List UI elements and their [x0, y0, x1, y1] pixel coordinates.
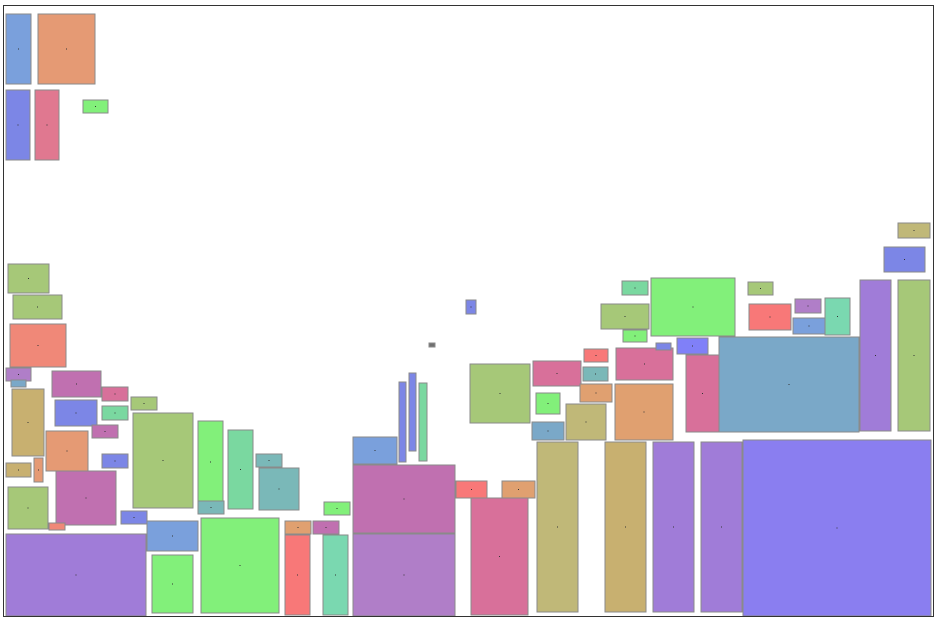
rect-center-dot-33 [172, 583, 173, 585]
rect-center-dot-13 [75, 412, 77, 414]
rect-center-dot-2 [17, 124, 19, 126]
rect-center-dot-64 [624, 316, 626, 317]
rect-center-dot-29 [278, 488, 280, 490]
rect-center-dot-7 [37, 345, 39, 346]
rect-center-dot-1 [66, 48, 67, 50]
rect-center-dot-71 [692, 345, 693, 347]
rect-center-dot-77 [808, 325, 810, 327]
rect-center-dot-28 [268, 460, 270, 461]
rect-center-dot-20 [114, 460, 116, 462]
rect-center-dot-5 [28, 278, 29, 279]
rect-center-dot-30 [210, 507, 212, 508]
packed-rect-9 [10, 379, 27, 388]
rect-center-dot-73 [788, 384, 790, 385]
rect-center-dot-51 [499, 393, 501, 394]
rect-center-dot-24 [133, 517, 135, 518]
rect-center-dot-62 [721, 526, 722, 528]
rect-center-dot-39 [335, 574, 336, 576]
rect-center-dot-49 [518, 489, 519, 490]
rect-center-dot-45 [403, 574, 405, 576]
rect-center-dot-55 [585, 421, 587, 423]
rect-center-dot-40 [374, 450, 376, 451]
rect-center-dot-32 [172, 535, 173, 537]
rect-center-dot-58 [595, 392, 597, 394]
rect-center-dot-74 [760, 288, 761, 289]
rect-center-dot-12 [143, 403, 145, 404]
rect-center-dot-19 [38, 469, 39, 471]
rect-center-dot-25 [162, 460, 164, 461]
packed-rect-41 [398, 381, 407, 463]
packed-rect-23 [48, 522, 66, 531]
rect-center-dot-54 [547, 430, 549, 432]
rect-center-dot-17 [66, 450, 68, 452]
rect-center-dot-70 [692, 306, 694, 308]
rect-center-dot-27 [240, 469, 241, 470]
rect-center-dot-38 [297, 574, 298, 576]
rect-center-dot-10 [76, 383, 77, 385]
rect-center-dot-65 [634, 287, 636, 289]
packed-rect-69 [655, 342, 672, 351]
rect-center-dot-16 [27, 422, 29, 423]
rect-center-dot-31 [75, 574, 77, 576]
rect-center-dot-53 [547, 403, 549, 404]
rect-center-dot-18 [18, 469, 19, 471]
packing-canvas [3, 5, 934, 617]
rect-center-dot-78 [837, 316, 838, 317]
rect-center-dot-3 [46, 124, 48, 126]
rect-center-dot-44 [403, 498, 405, 500]
rect-center-dot-34 [239, 565, 241, 566]
rect-center-dot-48 [471, 489, 472, 490]
rect-center-dot-66 [634, 335, 636, 337]
rect-center-dot-11 [114, 393, 116, 395]
rect-center-dot-56 [595, 355, 597, 356]
rect-center-dot-79 [875, 355, 876, 356]
rect-center-dot-57 [595, 373, 596, 375]
rect-center-dot-82 [913, 230, 915, 231]
rect-center-dot-37 [336, 508, 338, 509]
rect-center-dot-6 [37, 306, 38, 308]
rect-center-dot-61 [673, 526, 674, 528]
rect-center-dot-8 [18, 374, 19, 375]
rect-center-dot-35 [297, 527, 299, 528]
rect-center-dot-26 [210, 461, 211, 463]
rect-center-dot-4 [95, 106, 96, 107]
rect-center-dot-50 [499, 556, 500, 557]
rect-center-dot-72 [702, 393, 703, 394]
rect-center-dot-15 [104, 431, 106, 432]
rect-center-dot-47 [470, 306, 472, 308]
rect-center-dot-68 [643, 411, 645, 413]
rect-center-dot-60 [625, 526, 626, 528]
rect-center-dot-0 [18, 48, 19, 50]
packed-rect-42 [408, 372, 417, 452]
packed-rect-46 [428, 342, 436, 348]
rect-center-dot-75 [769, 316, 771, 318]
rect-center-dot-52 [556, 373, 558, 374]
rect-center-dot-67 [644, 363, 645, 365]
packed-rect-43 [418, 382, 428, 462]
rect-center-dot-14 [114, 412, 116, 414]
rect-center-dot-22 [85, 497, 87, 499]
rect-center-dot-76 [807, 305, 809, 307]
packed-rect-38 [284, 534, 311, 616]
rect-center-dot-81 [904, 259, 905, 260]
rect-center-dot-36 [325, 527, 327, 528]
rect-center-dot-80 [913, 355, 915, 356]
rect-center-dot-59 [557, 526, 558, 528]
rect-center-dot-21 [27, 507, 29, 509]
rect-center-dot-63 [836, 527, 838, 529]
packing-diagram [5, 13, 932, 616]
